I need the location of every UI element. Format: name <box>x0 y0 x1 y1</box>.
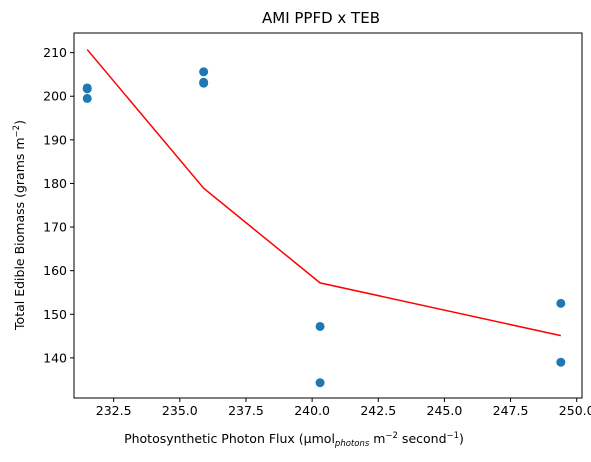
x-tick-label: 242.5 <box>360 403 396 418</box>
x-tick-label: 245.0 <box>427 403 463 418</box>
axes-frame <box>73 32 583 399</box>
plot-area: 232.5 235.0 237.5 240.0 242.5 245.0 247.5 250.0… <box>43 32 591 418</box>
data-point <box>199 78 209 88</box>
chart-title: AMI PPFD x TEB <box>262 9 380 27</box>
x-tick-label: 247.5 <box>493 403 529 418</box>
data-point <box>315 378 325 388</box>
data-points <box>82 67 566 388</box>
y-tick-label: 190 <box>43 132 67 147</box>
data-point <box>82 84 92 94</box>
data-point <box>315 321 325 331</box>
data-point <box>199 67 209 77</box>
y-tick-label: 150 <box>43 307 67 322</box>
y-tick-label: 170 <box>43 220 67 235</box>
x-tick-label: 232.5 <box>96 403 132 418</box>
y-axis: 140 150 160 170 180 190 200 210 <box>43 45 74 365</box>
y-tick-label: 140 <box>43 350 67 365</box>
x-tick-label: 235.0 <box>162 403 198 418</box>
y-tick-label: 210 <box>43 45 67 60</box>
y-axis-label: Total Edible Biomass (grams m−2) <box>12 120 27 331</box>
x-axis: 232.5 235.0 237.5 240.0 242.5 245.0 247.5 250.0 <box>96 398 591 418</box>
x-tick-label: 250.0 <box>559 403 591 418</box>
x-tick-label: 240.0 <box>294 403 330 418</box>
x-axis-label: Photosynthetic Photon Flux (μmolphotons … <box>124 431 464 449</box>
x-tick-label: 237.5 <box>228 403 264 418</box>
y-tick-label: 180 <box>43 176 67 191</box>
y-tick-label: 160 <box>43 263 67 278</box>
fit-line <box>86 49 561 337</box>
data-point <box>82 93 92 103</box>
data-point <box>556 357 566 367</box>
data-point <box>556 298 566 308</box>
y-tick-label: 200 <box>43 89 67 104</box>
